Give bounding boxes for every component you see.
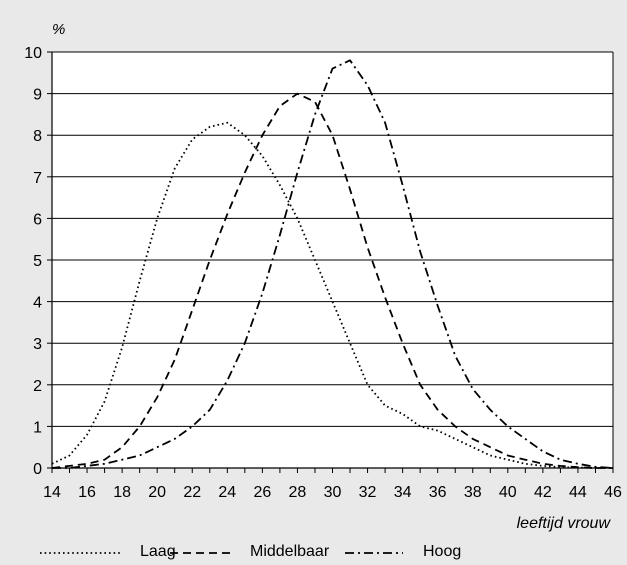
x-tick-label: 46	[604, 484, 622, 501]
series-line-laag	[51, 121, 613, 469]
x-tick-label: 38	[464, 484, 482, 501]
y-tick-label: 2	[33, 378, 42, 395]
x-tick-label: 22	[183, 484, 201, 501]
y-tick-label: 1	[33, 419, 42, 436]
y-tick-label: 8	[33, 128, 42, 145]
tick-labels: 14 16 18 20 22 24 26 28 30 32 34 36 38 40 42 44 46012345…	[24, 45, 622, 501]
x-tick-label: 18	[113, 484, 131, 501]
x-tick-label: 26	[253, 484, 271, 501]
x-tick-label: 40	[499, 484, 517, 501]
y-tick-label: 6	[33, 211, 42, 228]
x-tick-label: 28	[289, 484, 307, 501]
x-axis-title: leeftijd vrouw	[517, 515, 612, 532]
legend-label-hoog: Hoog	[423, 543, 461, 560]
grid	[52, 51, 613, 468]
x-tick-label: 16	[78, 484, 96, 501]
y-tick-label: 3	[33, 336, 42, 353]
x-tick-label: 34	[394, 484, 412, 501]
x-tick-label: 24	[218, 484, 236, 501]
series-line-hoog	[52, 59, 614, 469]
y-tick-label: 0	[33, 461, 42, 478]
y-tick-label: 9	[33, 87, 42, 104]
x-tick-label: 36	[429, 484, 447, 501]
y-tick-label: 5	[33, 253, 42, 270]
y-tick-label: 10	[24, 45, 42, 62]
legend: Laag Middelbaar Hoog	[40, 543, 461, 560]
y-tick-label: 7	[33, 170, 42, 187]
legend-label-laag: Laag	[140, 543, 176, 560]
x-tick-label: 42	[534, 484, 552, 501]
x-tick-label: 14	[43, 484, 61, 501]
x-tick-label: 32	[359, 484, 377, 501]
series-layer	[51, 59, 614, 469]
y-tick-label: 4	[33, 295, 42, 312]
x-tick-label: 30	[324, 484, 342, 501]
x-tick-label: 44	[569, 484, 587, 501]
legend-label-middelbaar: Middelbaar	[250, 543, 330, 560]
axes	[47, 51, 614, 473]
x-tick-label: 20	[148, 484, 166, 501]
y-axis-unit: %	[52, 21, 65, 38]
